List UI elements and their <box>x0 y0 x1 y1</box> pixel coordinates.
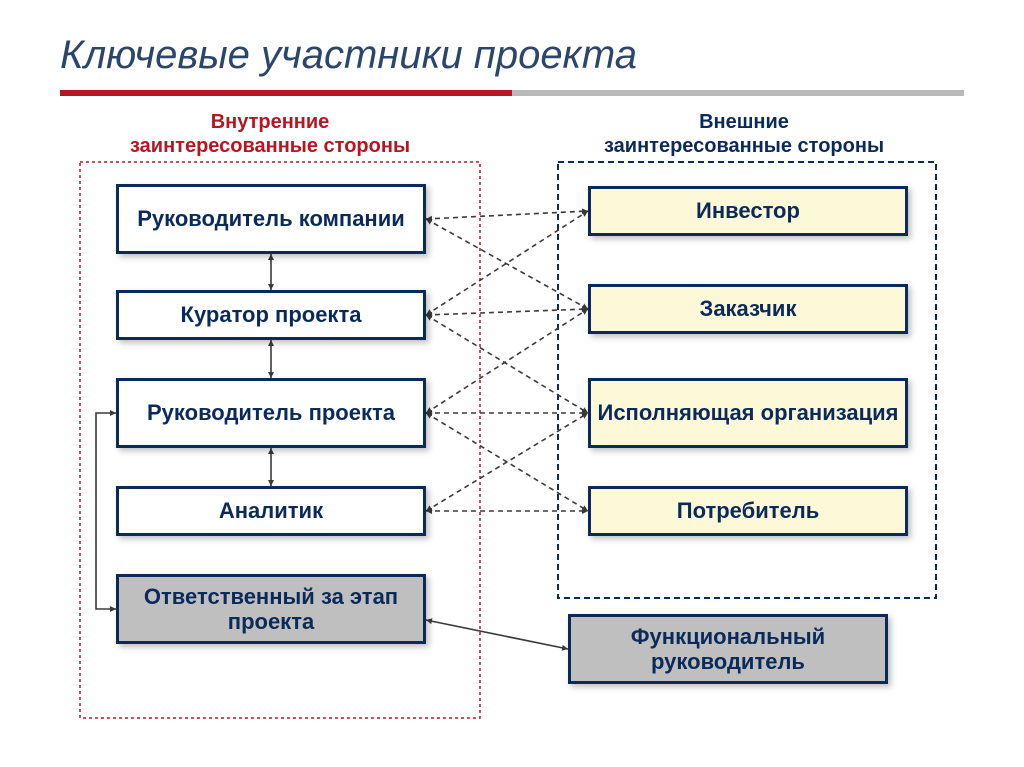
node-exec-org: Исполняющая организация <box>588 378 908 448</box>
edge-d4 <box>426 309 588 315</box>
node-pm: Руководитель проекта <box>116 378 426 448</box>
svg-text:заинтересованные стороны: заинтересованные стороны <box>130 135 410 157</box>
node-stage-owner: Ответственный за этап проекта <box>116 574 426 644</box>
node-ceo: Руководитель компании <box>116 184 426 254</box>
edge-d1 <box>426 211 588 219</box>
edge-d6 <box>426 309 588 413</box>
node-investor: Инвестор <box>588 186 908 236</box>
node-analyst: Аналитик <box>116 486 426 536</box>
edge-d2 <box>426 219 588 309</box>
node-consumer: Потребитель <box>588 486 908 536</box>
node-func-mgr: Функциональный руководитель <box>568 614 888 684</box>
svg-text:заинтересованные стороны: заинтересованные стороны <box>604 135 884 157</box>
edge-d3 <box>426 211 588 315</box>
node-customer: Заказчик <box>588 284 908 334</box>
external-label: Внешние <box>699 111 789 133</box>
edge-e-func <box>426 620 568 649</box>
edge-e-side <box>96 413 116 609</box>
internal-label: Внутренние <box>211 111 330 133</box>
page-title: Ключевые участники проекта <box>60 33 637 77</box>
node-curator: Куратор проекта <box>116 290 426 340</box>
